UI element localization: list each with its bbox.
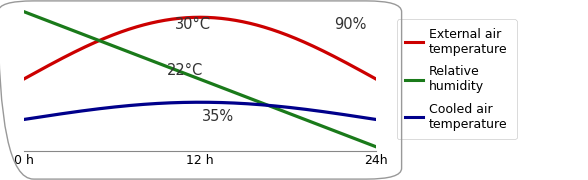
Text: 35%: 35% bbox=[202, 109, 233, 124]
Text: 30°C: 30°C bbox=[175, 17, 211, 32]
Text: 22°C: 22°C bbox=[167, 63, 203, 78]
Legend: External air
temperature, Relative
humidity, Cooled air
temperature: External air temperature, Relative humid… bbox=[397, 19, 516, 139]
Text: 90%: 90% bbox=[333, 17, 366, 32]
